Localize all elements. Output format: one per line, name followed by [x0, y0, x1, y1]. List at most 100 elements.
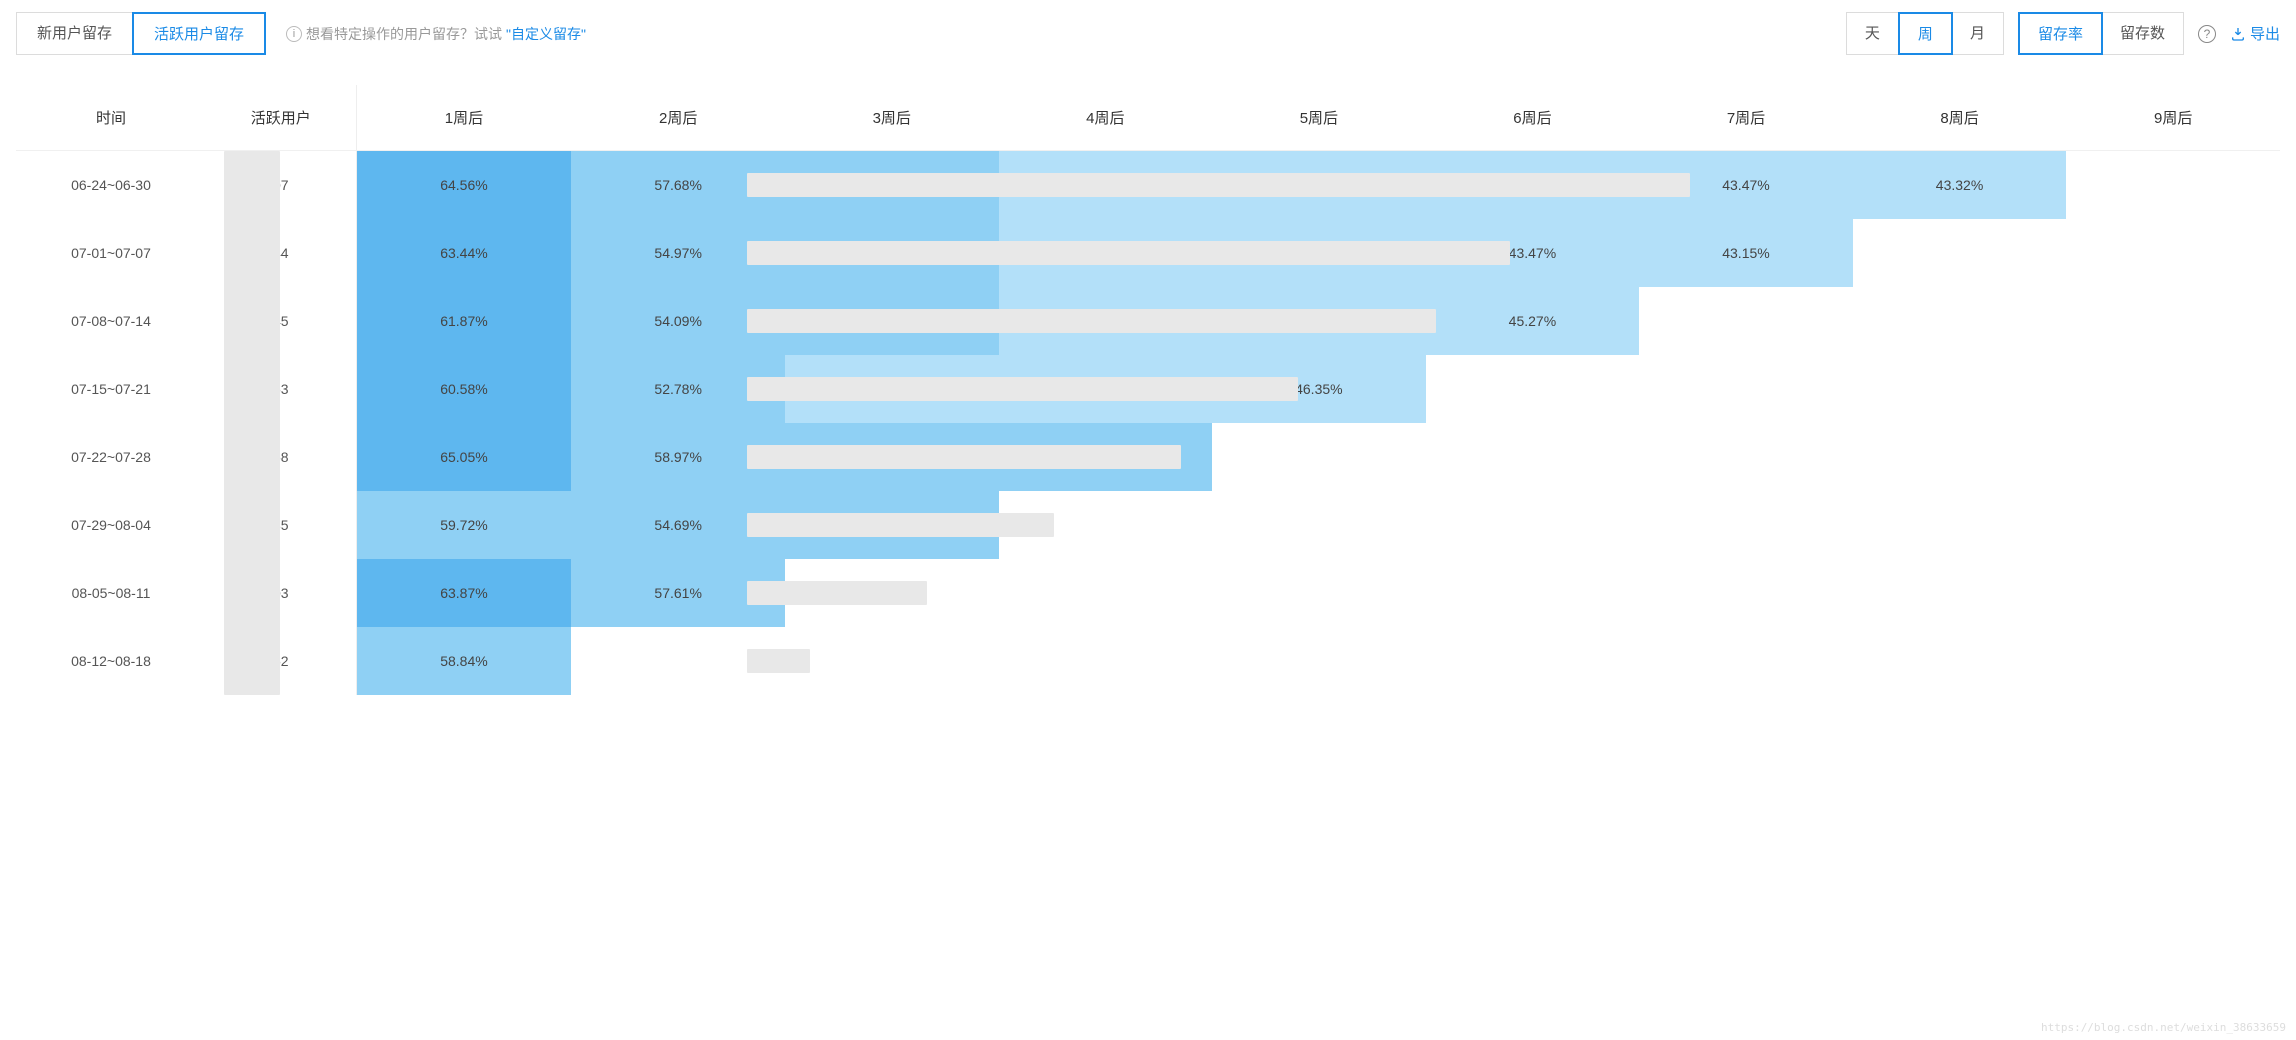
overlay-bar — [747, 513, 1054, 537]
redaction-overlay — [224, 151, 280, 695]
col-header: 8周后 — [1853, 85, 2067, 151]
retention-value: 60.58% — [440, 381, 487, 397]
retention-cell: 60.58% — [356, 355, 571, 423]
retention-cell — [999, 559, 1213, 627]
retention-cell — [1426, 355, 1640, 423]
col-header: 1周后 — [356, 85, 571, 151]
retention-cell — [1639, 423, 1853, 491]
table-row: 07-08~07-14 4561.87%54.09%50.17%47.65%44… — [16, 287, 2280, 355]
time-cell: 07-22~07-28 — [16, 423, 206, 491]
retention-type-tabs: 新用户留存活跃用户留存 — [16, 12, 266, 55]
retention-cell — [1639, 627, 1853, 695]
retention-value: 63.44% — [440, 245, 487, 261]
col-header: 3周后 — [785, 85, 999, 151]
granularity-month[interactable]: 月 — [1952, 13, 2003, 54]
retention-value: 58.84% — [440, 653, 487, 669]
retention-cell — [1853, 355, 2067, 423]
retention-value: 61.87% — [440, 313, 487, 329]
time-cell: 07-15~07-21 — [16, 355, 206, 423]
retention-cell — [1639, 287, 1853, 355]
retention-cell — [1212, 491, 1426, 559]
retention-cell: 64.56% — [356, 151, 571, 219]
overlay-bar — [747, 309, 1436, 333]
metric-rate[interactable]: 留存率 — [2018, 12, 2103, 55]
time-cell: 07-08~07-14 — [16, 287, 206, 355]
retention-value: 63.87% — [440, 585, 487, 601]
retention-value: 54.97% — [654, 245, 701, 261]
overlay-bar — [747, 649, 811, 673]
retention-cell — [2066, 219, 2280, 287]
col-header: 4周后 — [999, 85, 1213, 151]
retention-value: 45.27% — [1509, 313, 1556, 329]
help-icon[interactable]: ? — [2198, 25, 2216, 43]
metric-toggle: 留存率留存数 — [2018, 12, 2184, 55]
retention-cell — [1639, 491, 1853, 559]
hint-text: i 想看特定操作的用户留存？试试 "自定义留存" — [286, 24, 586, 44]
table-header-row: 时间活跃用户1周后2周后3周后4周后5周后6周后7周后8周后9周后 — [16, 85, 2280, 151]
retention-cell — [1853, 219, 2067, 287]
overlay-bar — [747, 581, 927, 605]
retention-cell — [1426, 491, 1640, 559]
col-header: 2周后 — [571, 85, 785, 151]
retention-cell — [999, 627, 1213, 695]
retention-cell: 63.44% — [356, 219, 571, 287]
table-row: 07-22~07-28 5865.05%58.97%55.78%54.41% — [16, 423, 2280, 491]
retention-cell — [2066, 559, 2280, 627]
retention-cell: 45.27% — [1426, 287, 1640, 355]
table-row: 07-01~07-07 4463.44%54.97%50.54%47.21%44… — [16, 219, 2280, 287]
retention-cell — [1853, 559, 2067, 627]
retention-cell — [1853, 491, 2067, 559]
retention-cell — [1212, 627, 1426, 695]
col-header: 7周后 — [1639, 85, 1853, 151]
retention-cell — [1853, 627, 2067, 695]
retention-cell — [2066, 423, 2280, 491]
right-controls: 天周月 留存率留存数 ? 导出 — [1846, 12, 2280, 55]
retention-value: 52.78% — [654, 381, 701, 397]
granularity-toggle: 天周月 — [1846, 12, 2004, 55]
users-cell: 07 — [206, 151, 356, 219]
retention-value: 64.56% — [440, 177, 487, 193]
time-cell: 07-01~07-07 — [16, 219, 206, 287]
retention-cell — [1853, 287, 2067, 355]
retention-cell — [1426, 423, 1640, 491]
retention-cell: 65.05% — [356, 423, 571, 491]
retention-cell — [1426, 627, 1640, 695]
retention-cell — [2066, 491, 2280, 559]
overlay-bar — [747, 241, 1510, 265]
table-row: 06-24~06-30 0764.56%57.68%53.08%47.2%46.… — [16, 151, 2280, 219]
col-header: 时间 — [16, 85, 206, 151]
retention-cell: 58.84% — [356, 627, 571, 695]
table-row: 08-12~08-18 5258.84% — [16, 627, 2280, 695]
table-body: 06-24~06-30 0764.56%57.68%53.08%47.2%46.… — [16, 151, 2280, 695]
watermark: https://blog.csdn.net/weixin_38633659 — [2041, 1021, 2286, 1034]
granularity-day[interactable]: 天 — [1847, 13, 1899, 54]
retention-table-wrap: 时间活跃用户1周后2周后3周后4周后5周后6周后7周后8周后9周后 06-24~… — [16, 85, 2280, 695]
toolbar: 新用户留存活跃用户留存 i 想看特定操作的用户留存？试试 "自定义留存" 天周月… — [16, 12, 2280, 55]
retention-cell: 43.32% — [1853, 151, 2067, 219]
retention-value: 46.35% — [1295, 381, 1342, 397]
col-header: 6周后 — [1426, 85, 1640, 151]
time-cell: 08-05~08-11 — [16, 559, 206, 627]
tab-new-user[interactable]: 新用户留存 — [17, 13, 133, 54]
retention-cell — [1639, 559, 1853, 627]
retention-value: 54.09% — [654, 313, 701, 329]
export-label: 导出 — [2250, 23, 2280, 44]
retention-value: 65.05% — [440, 449, 487, 465]
tab-active-user[interactable]: 活跃用户留存 — [132, 12, 266, 55]
overlay-bar — [747, 377, 1298, 401]
retention-cell: 61.87% — [356, 287, 571, 355]
retention-value: 43.47% — [1722, 177, 1769, 193]
export-button[interactable]: 导出 — [2230, 23, 2280, 44]
retention-value: 59.72% — [440, 517, 487, 533]
retention-table: 时间活跃用户1周后2周后3周后4周后5周后6周后7周后8周后9周后 06-24~… — [16, 85, 2280, 695]
metric-count[interactable]: 留存数 — [2102, 13, 2183, 54]
custom-retention-link[interactable]: "自定义留存" — [506, 24, 586, 44]
overlay-bar — [747, 445, 1182, 469]
col-header: 活跃用户 — [206, 85, 356, 151]
time-cell: 06-24~06-30 — [16, 151, 206, 219]
granularity-week[interactable]: 周 — [1898, 12, 1953, 55]
retention-value: 43.32% — [1936, 177, 1983, 193]
retention-value: 54.69% — [654, 517, 701, 533]
col-header: 9周后 — [2066, 85, 2280, 151]
overlay-bar — [747, 173, 1690, 197]
